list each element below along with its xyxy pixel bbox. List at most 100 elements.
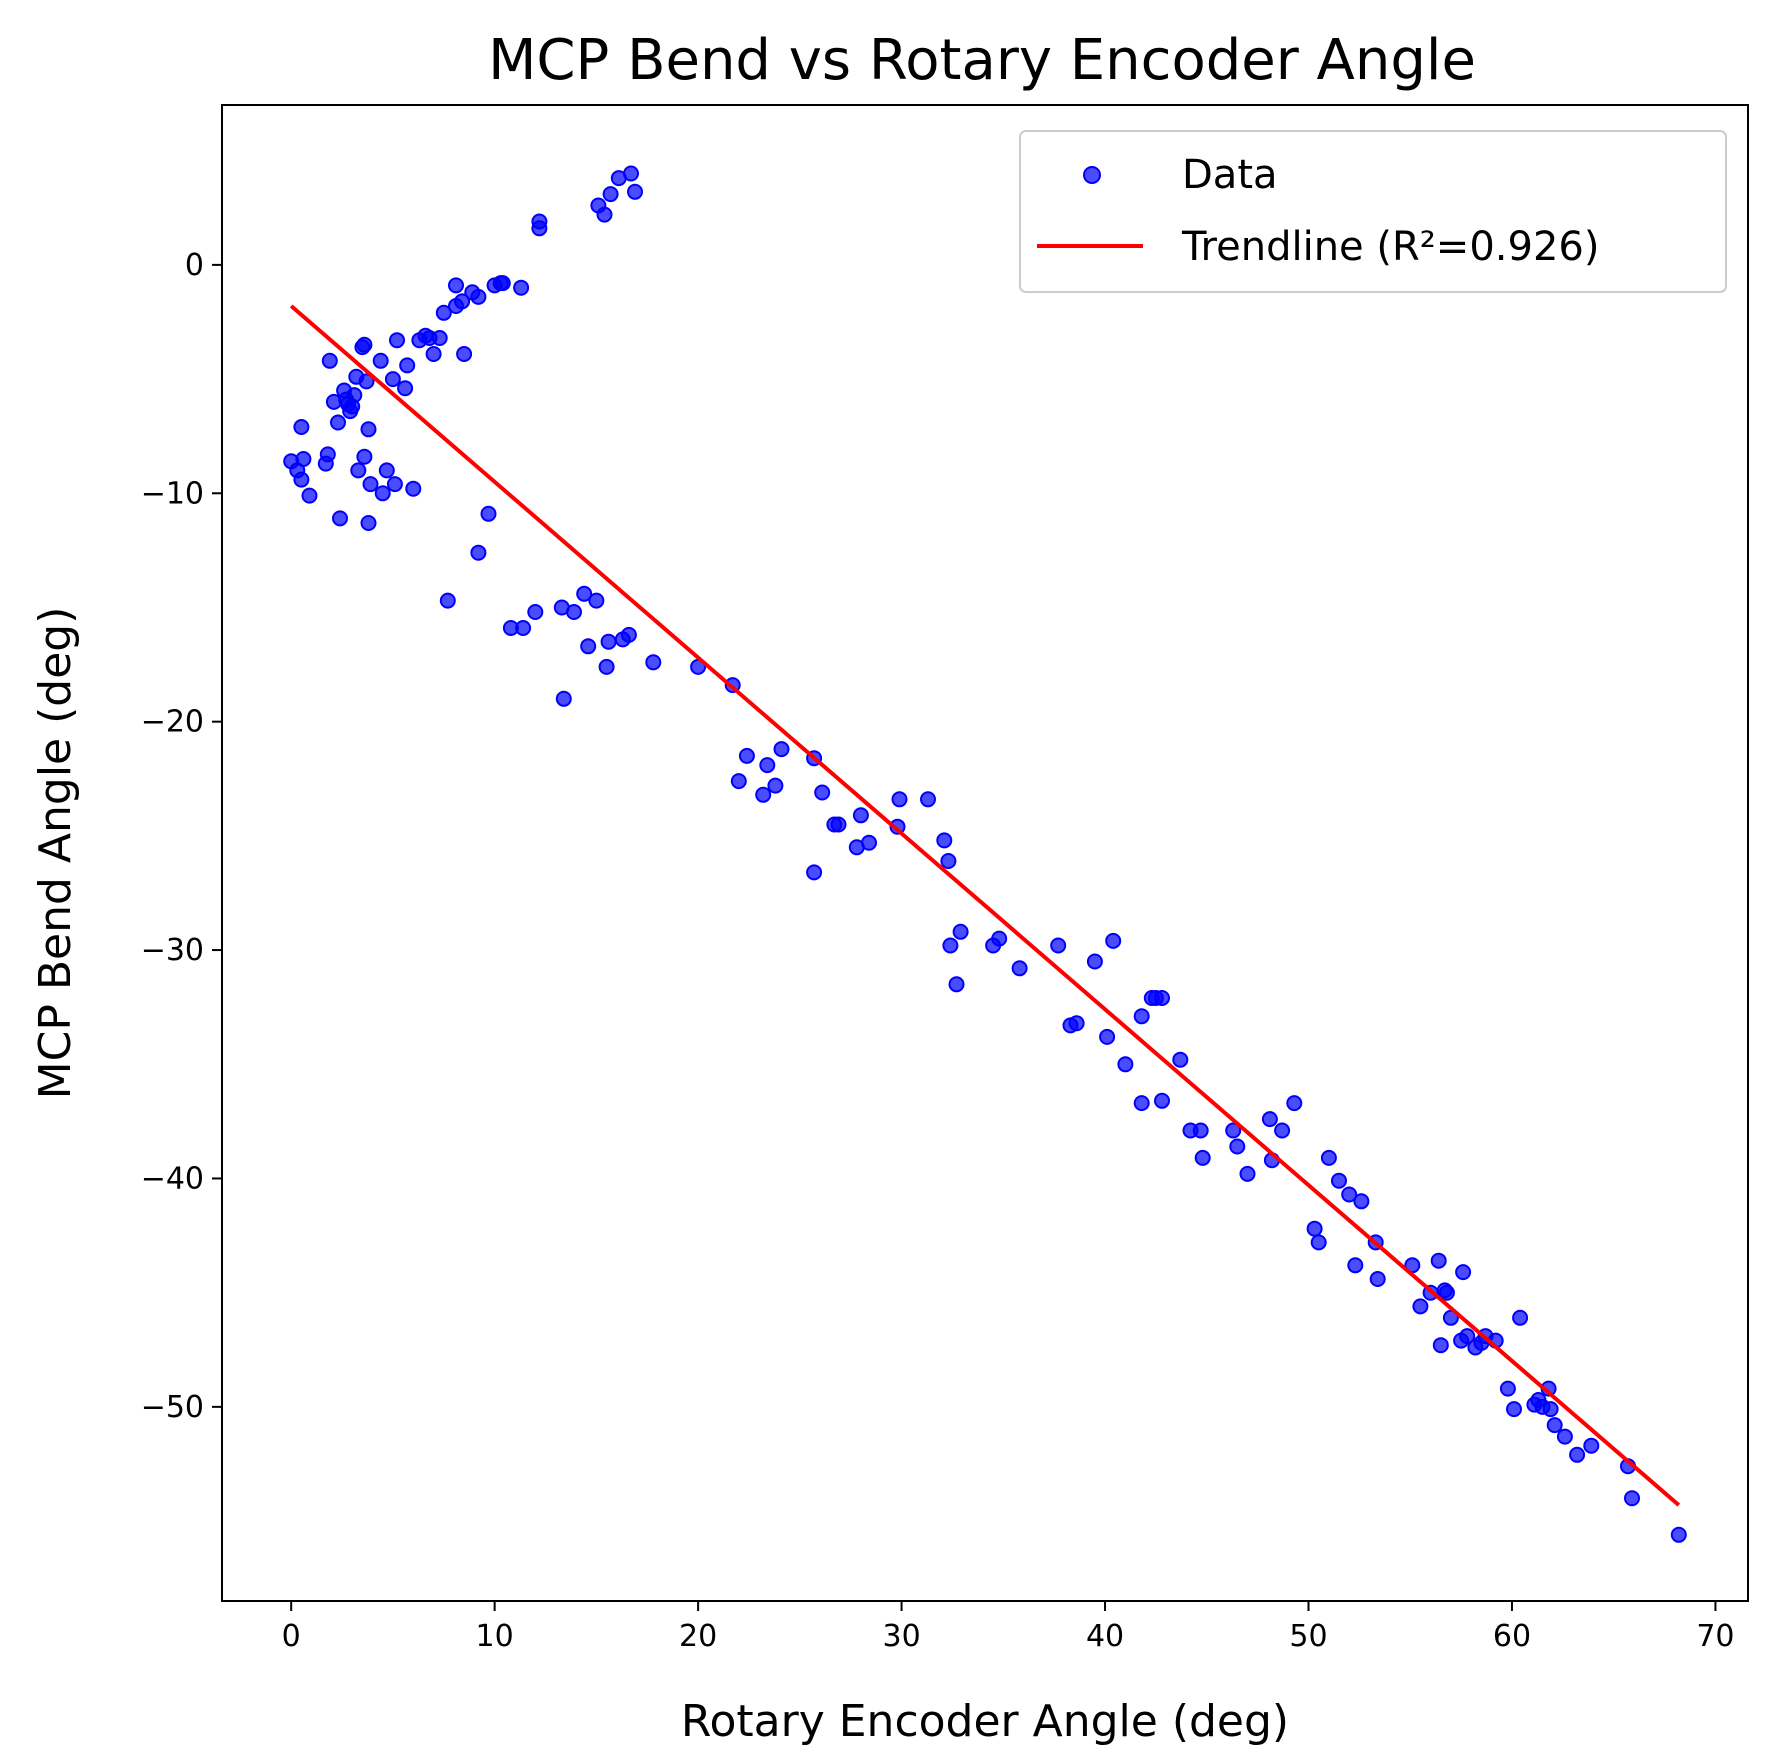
data-point [1068, 1015, 1085, 1032]
data-point [1432, 1337, 1449, 1354]
data-point [952, 923, 969, 940]
data-point [1569, 1446, 1586, 1463]
data-point [480, 505, 497, 522]
y-tick-label: 0 [185, 248, 204, 283]
data-point [806, 864, 823, 881]
data-point [645, 654, 662, 671]
data-point [1306, 1220, 1323, 1237]
data-point [384, 371, 401, 388]
trendline-layer [289, 304, 1681, 1507]
data-point [1099, 1028, 1116, 1045]
data-point [1542, 1401, 1559, 1418]
data-point [620, 626, 637, 643]
legend-data-label: Data [1182, 152, 1278, 198]
x-tick-label: 70 [1696, 1619, 1734, 1654]
data-point [1624, 1490, 1640, 1507]
data-point [891, 791, 908, 808]
data-point [1286, 1095, 1303, 1112]
data-point [1369, 1271, 1386, 1287]
data-point [588, 592, 605, 609]
data-point [1583, 1437, 1600, 1454]
x-tick-label: 30 [882, 1619, 920, 1654]
data-point [356, 448, 373, 465]
data-point [1512, 1309, 1529, 1326]
data-point [566, 604, 582, 620]
plot-frame [221, 104, 1749, 1602]
data-point [1192, 1122, 1209, 1139]
data-point [1455, 1264, 1472, 1281]
data-point [1274, 1122, 1291, 1139]
data-point [454, 293, 471, 310]
data-point [598, 658, 615, 675]
y-tick-label: −40 [141, 1161, 204, 1196]
data-point [759, 757, 776, 774]
data-point [555, 690, 572, 707]
data-point [627, 183, 643, 200]
data-point [293, 471, 310, 488]
data-point [773, 741, 790, 758]
data-points [283, 165, 1687, 1543]
data-point [321, 352, 338, 369]
data-point [623, 165, 639, 182]
y-tick-label: −30 [141, 933, 204, 968]
data-point [1011, 960, 1028, 977]
data-point [755, 786, 772, 803]
data-point [1320, 1149, 1337, 1166]
data-point [942, 937, 959, 954]
data-point [1239, 1165, 1256, 1182]
y-tick-label: −50 [141, 1390, 204, 1425]
data-point [1133, 1095, 1150, 1112]
data-point [386, 476, 403, 493]
data-point [830, 816, 847, 833]
data-point [948, 976, 965, 993]
data-point [576, 585, 593, 602]
data-point [1117, 1056, 1134, 1073]
x-tick-label: 0 [282, 1619, 301, 1654]
data-point [1546, 1417, 1563, 1434]
chart-title: MCP Bend vs Rotary Encoder Angle [488, 28, 1476, 93]
legend: Data Trendline (R²=0.926) [1019, 130, 1727, 293]
x-tick-label: 60 [1493, 1619, 1531, 1654]
data-point [1261, 1111, 1278, 1128]
data-point [397, 380, 414, 397]
data-point [513, 279, 530, 296]
data-point [332, 510, 348, 527]
data-point [358, 373, 375, 390]
data-point [374, 485, 391, 502]
data-point [389, 332, 405, 349]
data-point [431, 330, 448, 346]
legend-data-marker [1083, 166, 1101, 184]
data-point [1412, 1298, 1429, 1315]
data-point [346, 387, 363, 404]
data-point [1105, 932, 1122, 949]
data-point [936, 832, 953, 849]
x-tick-label: 10 [476, 1619, 514, 1654]
data-point [1670, 1526, 1687, 1543]
data-point [470, 288, 487, 305]
data-point [362, 476, 379, 493]
data-point [1133, 1008, 1150, 1025]
data-point [602, 186, 619, 203]
data-point [425, 346, 442, 362]
x-tick-label: 40 [1086, 1619, 1124, 1654]
data-point [596, 206, 613, 223]
data-point [1353, 1193, 1370, 1210]
data-point [861, 834, 877, 851]
data-point [1347, 1257, 1364, 1274]
data-point [515, 620, 532, 636]
x-axis-label: Rotary Encoder Angle (deg) [681, 1696, 1289, 1747]
data-point [1556, 1428, 1573, 1445]
data-point [435, 304, 452, 321]
data-point [360, 421, 377, 438]
data-point [360, 515, 377, 531]
data-point [494, 275, 511, 292]
data-point [1341, 1186, 1358, 1203]
data-point [470, 544, 487, 561]
data-point [1194, 1149, 1211, 1166]
data-point [580, 638, 597, 655]
data-point [439, 592, 456, 609]
data-point [1459, 1328, 1476, 1345]
